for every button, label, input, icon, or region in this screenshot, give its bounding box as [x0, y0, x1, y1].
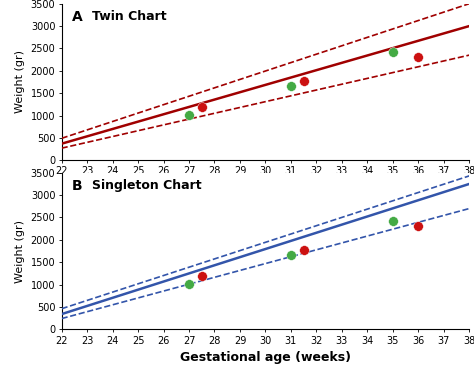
Text: A: A [72, 10, 82, 24]
Text: Twin Chart: Twin Chart [92, 10, 167, 23]
Y-axis label: Weight (gr): Weight (gr) [15, 50, 25, 114]
Y-axis label: Weight (gr): Weight (gr) [15, 219, 25, 283]
Text: B: B [72, 179, 82, 193]
Text: Singleton Chart: Singleton Chart [92, 179, 202, 192]
X-axis label: Gestational age (weeks): Gestational age (weeks) [180, 351, 351, 364]
